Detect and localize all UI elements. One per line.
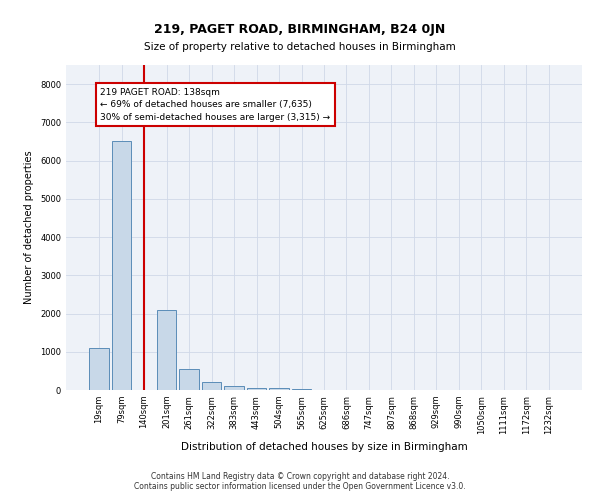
X-axis label: Distribution of detached houses by size in Birmingham: Distribution of detached houses by size … [181,442,467,452]
Bar [112,142,131,390]
Text: Contains public sector information licensed under the Open Government Licence v3: Contains public sector information licen… [134,482,466,491]
Y-axis label: Number of detached properties: Number of detached properties [25,150,34,304]
Text: Size of property relative to detached houses in Birmingham: Size of property relative to detached ho… [144,42,456,52]
Bar [224,386,244,390]
Bar [202,382,221,390]
Bar [179,369,199,390]
Bar [269,388,289,390]
Text: 219 PAGET ROAD: 138sqm
← 69% of detached houses are smaller (7,635)
30% of semi-: 219 PAGET ROAD: 138sqm ← 69% of detached… [100,88,330,122]
Text: Contains HM Land Registry data © Crown copyright and database right 2024.: Contains HM Land Registry data © Crown c… [151,472,449,481]
Bar [247,388,266,390]
Text: 219, PAGET ROAD, BIRMINGHAM, B24 0JN: 219, PAGET ROAD, BIRMINGHAM, B24 0JN [154,22,446,36]
Bar [292,389,311,390]
Bar [89,348,109,390]
Bar [157,310,176,390]
